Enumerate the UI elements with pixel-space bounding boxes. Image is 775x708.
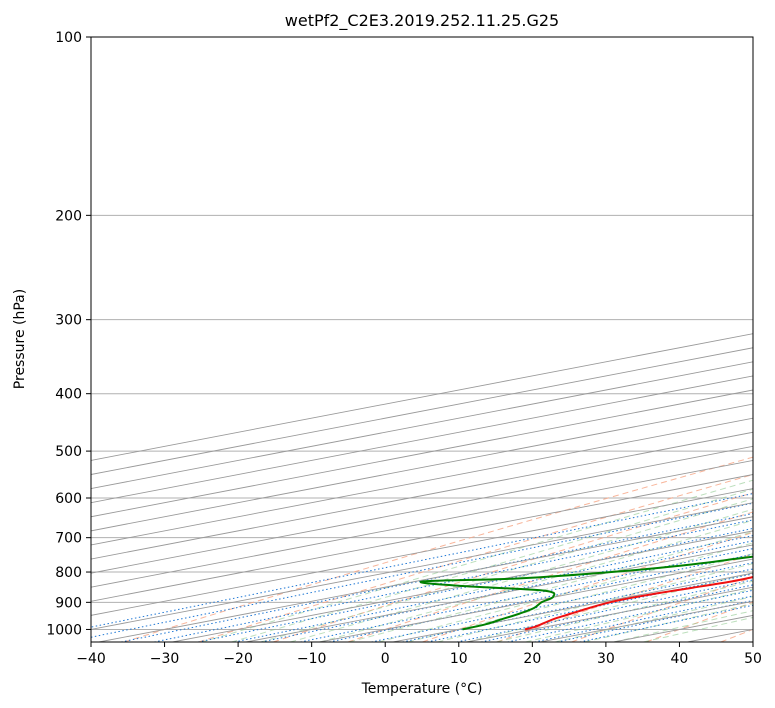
- mixing-ratio-line: [329, 553, 753, 642]
- dry-adiabat: [720, 628, 753, 642]
- mixing-ratio-line: [556, 599, 753, 642]
- x-tick-label: 0: [381, 651, 390, 667]
- y-axis-label: Pressure (hPa): [12, 289, 28, 389]
- y-tick-label: 800: [55, 565, 82, 581]
- y-axis-ticks: 100 200 300 400 500 600 700 800 900 1000: [46, 30, 91, 638]
- moist-adiabat: [378, 542, 753, 642]
- y-tick-label: 100: [55, 30, 82, 46]
- y-tick-label: 500: [55, 444, 82, 460]
- isotherm-line: [466, 586, 753, 642]
- x-tick-label: 10: [450, 651, 468, 667]
- dewpoint-profile-line: [419, 555, 753, 631]
- isotherm-line: [91, 431, 753, 560]
- isotherm-line: [613, 614, 753, 642]
- mixing-ratio-line: [579, 604, 753, 642]
- x-tick-label: 50: [744, 651, 762, 667]
- mixing-ratio-line: [300, 548, 753, 642]
- isotherm-line: [91, 417, 753, 546]
- x-tick-label: 30: [597, 651, 615, 667]
- x-tick-label: −30: [150, 651, 180, 667]
- isotherm-line: [91, 445, 753, 574]
- isotherm-line: [91, 474, 753, 602]
- y-tick-label: 200: [55, 208, 82, 224]
- moist-adiabat: [525, 588, 753, 642]
- dry-adiabat: [347, 511, 753, 642]
- x-tick-label: −40: [76, 651, 106, 667]
- isotherm-line: [761, 37, 775, 642]
- dry-adiabat: [496, 553, 753, 642]
- mixing-ratio-line: [371, 562, 753, 642]
- isotherm-line: [319, 558, 753, 642]
- isotherm-line: [172, 530, 753, 642]
- y-tick-label: 400: [55, 387, 82, 403]
- moist-adiabat: [554, 596, 753, 642]
- moist-adiabat: [437, 563, 753, 642]
- y-tick-label: 900: [55, 595, 82, 611]
- isotherm-line: [98, 516, 753, 642]
- moist-adiabat: [201, 479, 753, 642]
- dry-adiabat: [273, 492, 753, 642]
- chart-title: wetPf2_C2E3.2019.252.11.25.G25: [285, 11, 559, 31]
- y-tick-label: 1000: [46, 622, 82, 638]
- isotherm-line: [91, 389, 753, 518]
- x-axis-label: Temperature (°C): [361, 681, 483, 697]
- isotherm-line: [91, 488, 753, 616]
- y-tick-label: 300: [55, 313, 82, 329]
- x-tick-label: 40: [671, 651, 689, 667]
- isotherm-line: [91, 403, 753, 532]
- x-axis-ticks: −40 −30 −20 −10 0 10 20 30 40 50: [76, 642, 762, 667]
- y-tick-label: 700: [55, 531, 82, 547]
- dry-adiabat: [123, 456, 753, 642]
- moist-adiabat: [407, 553, 753, 642]
- moist-adiabat: [231, 488, 753, 642]
- dry-adiabat: [646, 601, 753, 642]
- moist-adiabat: [260, 498, 753, 642]
- dry-adiabat: [571, 576, 753, 642]
- moist-adiabat: [613, 610, 753, 642]
- moist-adiabat: [466, 572, 753, 642]
- isotherm-line: [91, 375, 753, 504]
- moist-adiabat: [584, 603, 753, 642]
- x-tick-label: −10: [297, 651, 327, 667]
- isotherm-line: [91, 347, 753, 475]
- moist-adiabat: [319, 519, 753, 642]
- mixing-ratio-line: [261, 540, 753, 642]
- mixing-ratio-lines: [91, 493, 753, 642]
- moist-adiabats: [201, 479, 753, 642]
- x-tick-label: 20: [523, 651, 541, 667]
- moist-adiabat: [290, 508, 753, 642]
- temperature-profile-line: [524, 576, 753, 631]
- background-lines: [91, 37, 775, 642]
- isotherm-line: [91, 361, 753, 490]
- dry-adiabat: [198, 473, 753, 642]
- mixing-ratio-line: [234, 535, 753, 642]
- isotherm-line: [91, 459, 753, 588]
- sounding-profiles: [419, 555, 753, 631]
- plot-frame: [90, 36, 754, 643]
- x-tick-label: −20: [223, 651, 253, 667]
- y-tick-label: 600: [55, 491, 82, 507]
- pressure-gridlines: [91, 36, 753, 630]
- moist-adiabat: [496, 580, 753, 642]
- isotherm-line: [91, 333, 753, 461]
- isotherm-line: [91, 502, 753, 630]
- moist-adiabat: [348, 531, 753, 642]
- isotherms: [91, 37, 775, 642]
- mixing-ratio-line: [197, 527, 753, 642]
- moist-adiabat: [643, 616, 753, 642]
